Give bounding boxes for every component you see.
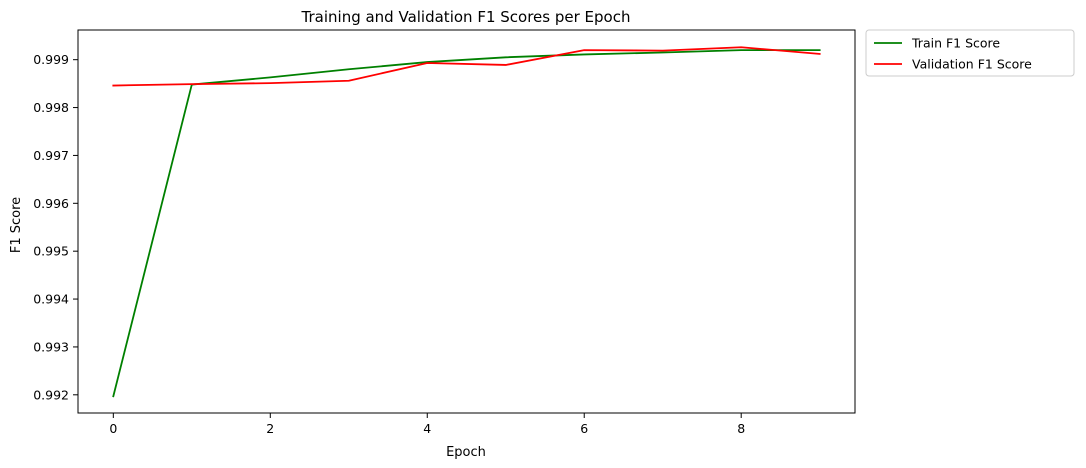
x-tick-label: 4	[423, 421, 431, 436]
x-tick-label: 2	[266, 421, 274, 436]
y-tick-label: 0.992	[33, 387, 69, 402]
x-axis-label: Epoch	[446, 445, 486, 460]
y-axis-label: F1 Score	[9, 197, 24, 253]
y-tick-label: 0.998	[33, 100, 69, 115]
y-tick-label: 0.996	[33, 196, 69, 211]
series-line-0	[112, 49, 821, 398]
y-tick-label: 0.999	[33, 52, 69, 67]
x-tick-label: 6	[580, 421, 588, 436]
y-tick-label: 0.993	[33, 339, 69, 354]
legend-box	[865, 29, 1075, 77]
x-tick-label: 8	[737, 421, 745, 436]
series-line-1	[112, 46, 821, 87]
chart-title: Training and Validation F1 Scores per Ep…	[301, 8, 631, 26]
y-tick-label: 0.994	[33, 292, 69, 307]
x-tick-label: 0	[109, 421, 117, 436]
y-tick-label: 0.997	[33, 148, 69, 163]
axes-frame	[77, 29, 856, 414]
y-tick-label: 0.995	[33, 244, 69, 259]
legend-label-1: Validation F1 Score	[912, 57, 1032, 72]
legend-label-0: Train F1 Score	[911, 36, 1000, 51]
legend: Train F1 Score Validation F1 Score	[865, 29, 1075, 77]
plot-area: 0 2 4 6 8 0.992 0.993 0.994 0.995 0.996 0.997 0.998…	[33, 29, 856, 436]
